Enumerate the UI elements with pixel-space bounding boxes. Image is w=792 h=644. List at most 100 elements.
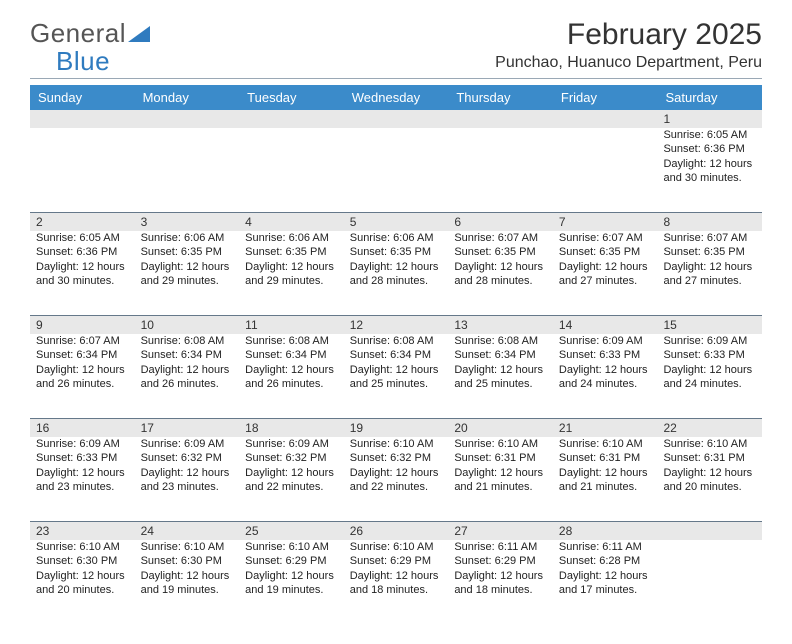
daynum-cell xyxy=(135,110,240,128)
daynum-cell: 14 xyxy=(553,316,658,334)
day-header-wed: Wednesday xyxy=(344,85,449,110)
sunset-label: Sunset: 6:34 PM xyxy=(36,348,129,362)
sunset-label: Sunset: 6:34 PM xyxy=(454,348,547,362)
sunrise-label: Sunrise: 6:08 AM xyxy=(454,334,547,348)
daylight-label: Daylight: 12 hours and 19 minutes. xyxy=(245,569,338,598)
day-cell: Sunrise: 6:07 AM Sunset: 6:35 PM Dayligh… xyxy=(553,231,658,315)
day-cell: Sunrise: 6:07 AM Sunset: 6:35 PM Dayligh… xyxy=(448,231,553,315)
sunrise-label: Sunrise: 6:07 AM xyxy=(454,231,547,245)
daynum-cell: 21 xyxy=(553,419,658,437)
day-header-tue: Tuesday xyxy=(239,85,344,110)
daynum-cell xyxy=(239,110,344,128)
sunrise-label: Sunrise: 6:11 AM xyxy=(559,540,652,554)
sunset-label: Sunset: 6:33 PM xyxy=(663,348,756,362)
daylight-label: Daylight: 12 hours and 21 minutes. xyxy=(559,466,652,495)
sunset-label: Sunset: 6:36 PM xyxy=(36,245,129,259)
daynum-cell: 22 xyxy=(657,419,762,437)
daynum-cell: 16 xyxy=(30,419,135,437)
brand-name-part2: Blue xyxy=(56,46,110,77)
week3-daynum-row: 9 10 11 12 13 14 15 xyxy=(30,315,762,334)
sunset-label: Sunset: 6:34 PM xyxy=(141,348,234,362)
sunset-label: Sunset: 6:31 PM xyxy=(454,451,547,465)
day-cell-empty xyxy=(657,540,762,624)
sunset-label: Sunset: 6:30 PM xyxy=(36,554,129,568)
daynum-cell xyxy=(448,110,553,128)
sunrise-label: Sunrise: 6:09 AM xyxy=(663,334,756,348)
sunset-label: Sunset: 6:35 PM xyxy=(350,245,443,259)
daylight-label: Daylight: 12 hours and 27 minutes. xyxy=(663,260,756,289)
daynum-cell: 13 xyxy=(448,316,553,334)
sunset-label: Sunset: 6:35 PM xyxy=(141,245,234,259)
day-cell: Sunrise: 6:07 AM Sunset: 6:34 PM Dayligh… xyxy=(30,334,135,418)
sunrise-label: Sunrise: 6:06 AM xyxy=(141,231,234,245)
day-cell: Sunrise: 6:10 AM Sunset: 6:31 PM Dayligh… xyxy=(657,437,762,521)
sunset-label: Sunset: 6:32 PM xyxy=(350,451,443,465)
sunrise-label: Sunrise: 6:06 AM xyxy=(245,231,338,245)
day-cell: Sunrise: 6:08 AM Sunset: 6:34 PM Dayligh… xyxy=(344,334,449,418)
day-cell: Sunrise: 6:08 AM Sunset: 6:34 PM Dayligh… xyxy=(239,334,344,418)
daylight-label: Daylight: 12 hours and 22 minutes. xyxy=(350,466,443,495)
sunset-label: Sunset: 6:33 PM xyxy=(36,451,129,465)
daynum-cell: 18 xyxy=(239,419,344,437)
day-cell: Sunrise: 6:11 AM Sunset: 6:28 PM Dayligh… xyxy=(553,540,658,624)
day-cell-empty xyxy=(553,128,658,212)
daynum-cell: 25 xyxy=(239,522,344,540)
daynum-cell: 15 xyxy=(657,316,762,334)
daynum-cell: 3 xyxy=(135,213,240,231)
daylight-label: Daylight: 12 hours and 19 minutes. xyxy=(141,569,234,598)
daylight-label: Daylight: 12 hours and 18 minutes. xyxy=(454,569,547,598)
sunrise-label: Sunrise: 6:10 AM xyxy=(350,437,443,451)
daylight-label: Daylight: 12 hours and 27 minutes. xyxy=(559,260,652,289)
sunrise-label: Sunrise: 6:07 AM xyxy=(36,334,129,348)
week5-daynum-row: 23 24 25 26 27 28 xyxy=(30,521,762,540)
day-cell: Sunrise: 6:11 AM Sunset: 6:29 PM Dayligh… xyxy=(448,540,553,624)
sunrise-label: Sunrise: 6:09 AM xyxy=(245,437,338,451)
daynum-cell: 17 xyxy=(135,419,240,437)
sunrise-label: Sunrise: 6:09 AM xyxy=(559,334,652,348)
daynum-cell xyxy=(553,110,658,128)
daynum-cell: 26 xyxy=(344,522,449,540)
daylight-label: Daylight: 12 hours and 26 minutes. xyxy=(245,363,338,392)
day-cell: Sunrise: 6:10 AM Sunset: 6:30 PM Dayligh… xyxy=(30,540,135,624)
daynum-cell: 20 xyxy=(448,419,553,437)
day-cell: Sunrise: 6:10 AM Sunset: 6:29 PM Dayligh… xyxy=(239,540,344,624)
sunset-label: Sunset: 6:35 PM xyxy=(559,245,652,259)
day-cell-empty xyxy=(30,128,135,212)
daylight-label: Daylight: 12 hours and 21 minutes. xyxy=(454,466,547,495)
daylight-label: Daylight: 12 hours and 23 minutes. xyxy=(36,466,129,495)
daynum-cell: 8 xyxy=(657,213,762,231)
week4-daynum-row: 16 17 18 19 20 21 22 xyxy=(30,418,762,437)
sunrise-label: Sunrise: 6:06 AM xyxy=(350,231,443,245)
week1-daynum-row: 1 xyxy=(30,110,762,128)
sunset-label: Sunset: 6:29 PM xyxy=(454,554,547,568)
sunset-label: Sunset: 6:34 PM xyxy=(350,348,443,362)
day-cell: Sunrise: 6:10 AM Sunset: 6:31 PM Dayligh… xyxy=(553,437,658,521)
sunset-label: Sunset: 6:34 PM xyxy=(245,348,338,362)
sunset-label: Sunset: 6:32 PM xyxy=(141,451,234,465)
sunrise-label: Sunrise: 6:10 AM xyxy=(454,437,547,451)
sunrise-label: Sunrise: 6:09 AM xyxy=(36,437,129,451)
week1-row: Sunrise: 6:05 AM Sunset: 6:36 PM Dayligh… xyxy=(30,128,762,212)
daylight-label: Daylight: 12 hours and 26 minutes. xyxy=(141,363,234,392)
day-header-sat: Saturday xyxy=(657,85,762,110)
daynum-cell: 10 xyxy=(135,316,240,334)
sunrise-label: Sunrise: 6:09 AM xyxy=(141,437,234,451)
day-cell: Sunrise: 6:09 AM Sunset: 6:33 PM Dayligh… xyxy=(30,437,135,521)
daynum-cell: 9 xyxy=(30,316,135,334)
day-cell: Sunrise: 6:10 AM Sunset: 6:32 PM Dayligh… xyxy=(344,437,449,521)
sunrise-label: Sunrise: 6:10 AM xyxy=(559,437,652,451)
title-block: February 2025 Punchao, Huanuco Departmen… xyxy=(495,18,762,72)
day-cell: Sunrise: 6:08 AM Sunset: 6:34 PM Dayligh… xyxy=(448,334,553,418)
sunset-label: Sunset: 6:30 PM xyxy=(141,554,234,568)
location-label: Punchao, Huanuco Department, Peru xyxy=(495,54,762,72)
daynum-cell: 12 xyxy=(344,316,449,334)
sunrise-label: Sunrise: 6:08 AM xyxy=(141,334,234,348)
day-cell: Sunrise: 6:07 AM Sunset: 6:35 PM Dayligh… xyxy=(657,231,762,315)
day-cell: Sunrise: 6:06 AM Sunset: 6:35 PM Dayligh… xyxy=(135,231,240,315)
daynum-cell: 19 xyxy=(344,419,449,437)
daylight-label: Daylight: 12 hours and 26 minutes. xyxy=(36,363,129,392)
daylight-label: Daylight: 12 hours and 20 minutes. xyxy=(663,466,756,495)
daylight-label: Daylight: 12 hours and 18 minutes. xyxy=(350,569,443,598)
week3-row: Sunrise: 6:07 AM Sunset: 6:34 PM Dayligh… xyxy=(30,334,762,418)
daynum-cell xyxy=(30,110,135,128)
